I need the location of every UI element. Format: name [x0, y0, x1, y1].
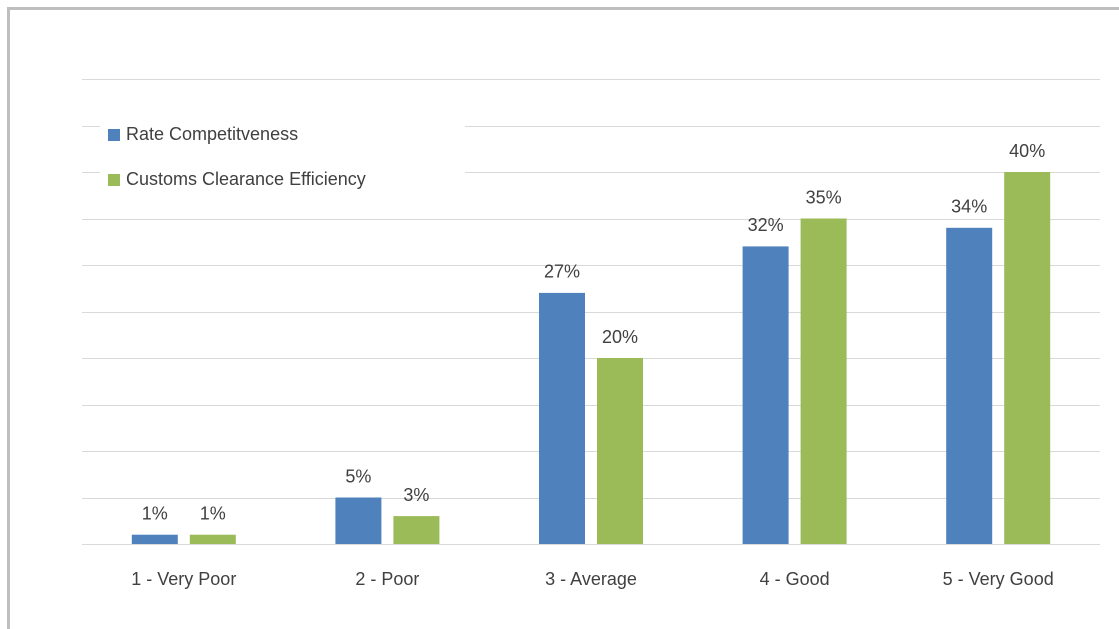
data-label: 5% [345, 466, 371, 486]
bar [131, 534, 178, 544]
legend-background [100, 120, 465, 202]
data-label: 34% [951, 197, 987, 217]
bar [393, 516, 440, 544]
legend-label: Rate Competitveness [126, 124, 298, 144]
x-tick-label: 3 - Average [545, 569, 637, 589]
legend-label: Customs Clearance Efficiency [126, 169, 366, 189]
data-label: 35% [806, 187, 842, 207]
legend-swatch [108, 174, 120, 186]
bar [189, 534, 236, 544]
legend-swatch [108, 129, 120, 141]
data-label: 32% [748, 215, 784, 235]
bar [1004, 172, 1051, 544]
x-tick-label: 2 - Poor [355, 569, 419, 589]
x-tick-label: 1 - Very Poor [131, 569, 236, 589]
data-label: 1% [200, 503, 226, 523]
data-label: 3% [403, 485, 429, 505]
bar [800, 218, 847, 544]
bar [539, 292, 585, 544]
bar [597, 358, 643, 544]
bar [946, 227, 993, 545]
x-tick-label: 4 - Good [760, 569, 830, 589]
data-label: 1% [142, 503, 168, 523]
bar [335, 497, 382, 544]
data-label: 20% [602, 327, 638, 347]
bar [742, 246, 789, 544]
data-label: 27% [544, 262, 580, 282]
x-tick-label: 5 - Very Good [943, 569, 1054, 589]
data-label: 40% [1009, 141, 1045, 161]
